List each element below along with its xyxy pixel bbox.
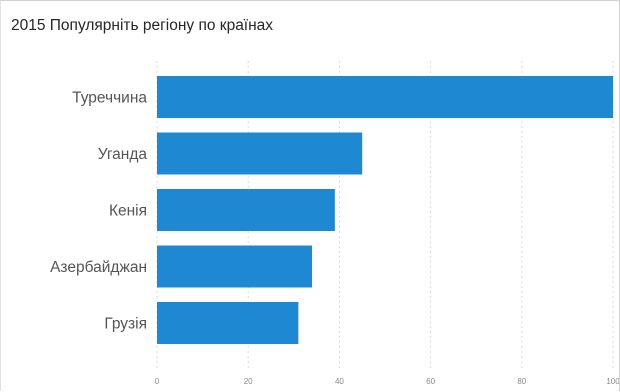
bar [157, 245, 313, 288]
category-label: Грузія [104, 316, 147, 333]
category-label: Азербайджан [50, 259, 147, 276]
x-tick-label: 0 [155, 377, 160, 386]
x-tick-label: 80 [517, 377, 526, 386]
x-tick-label: 100 [606, 377, 619, 386]
bar [157, 302, 299, 344]
chart-title: 2015 Популярніть регіону по країнах [11, 17, 274, 34]
bar [157, 132, 363, 175]
x-tick-label: 40 [335, 377, 344, 386]
category-label: Туреччина [72, 90, 147, 107]
bar [157, 189, 335, 231]
x-tick-label: 20 [244, 377, 253, 386]
x-tick-label: 60 [426, 377, 435, 386]
category-label: Уганда [98, 146, 148, 163]
category-label: Кенія [109, 203, 147, 220]
bar [157, 76, 613, 118]
